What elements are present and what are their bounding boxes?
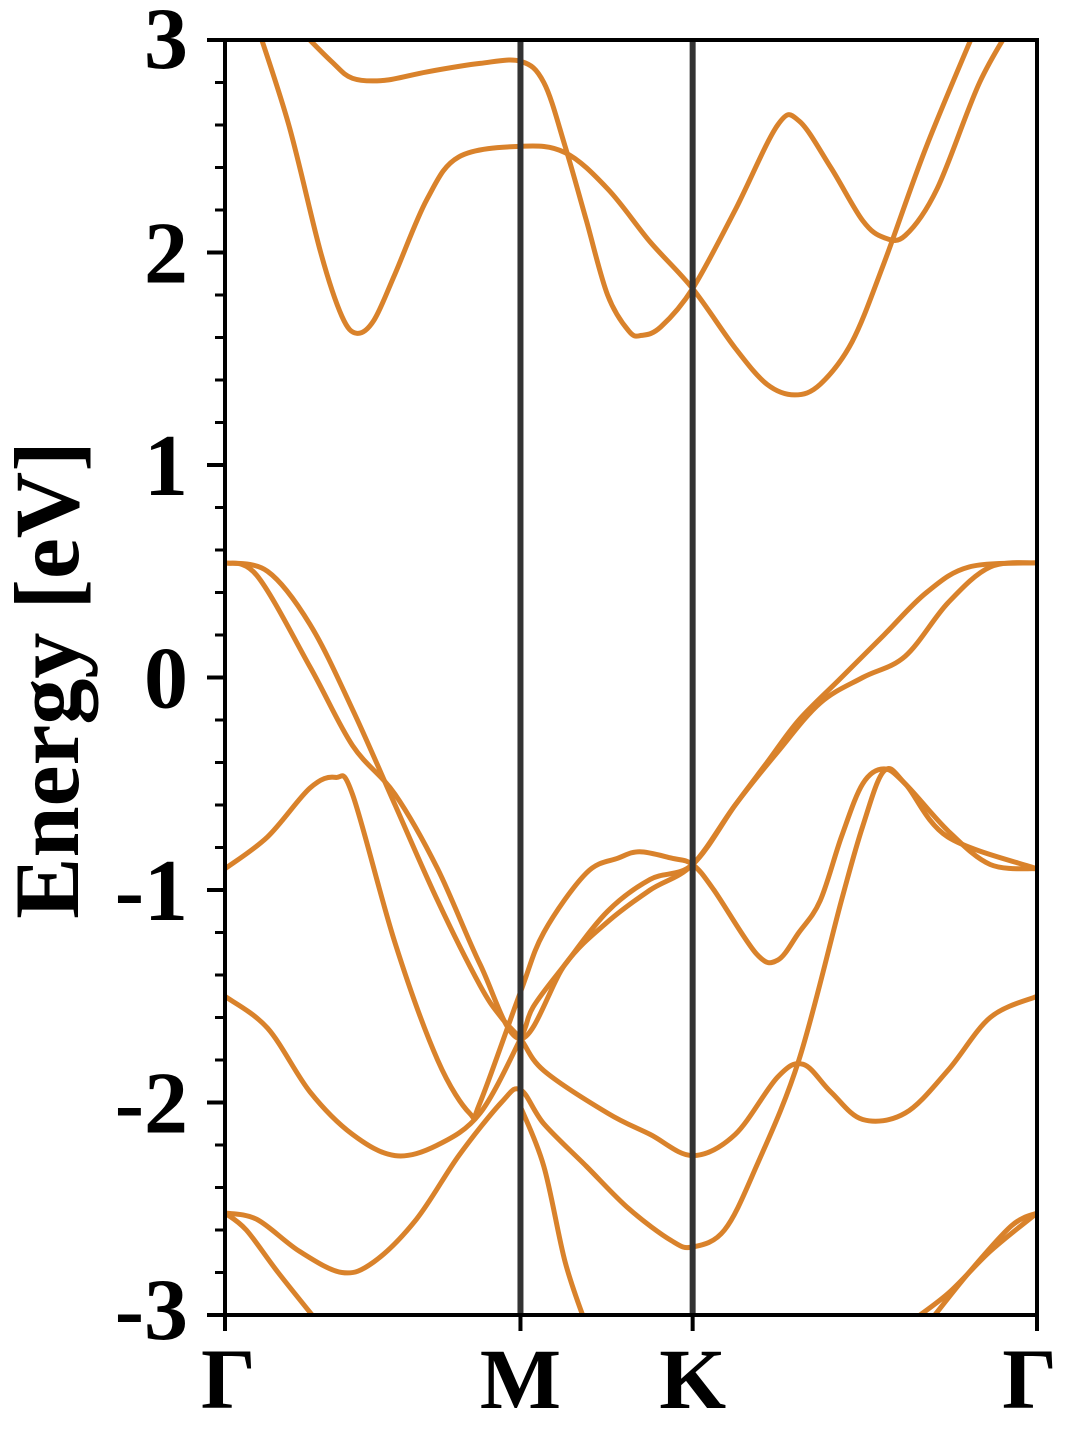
y-tick-label-0: -3 <box>115 1262 188 1359</box>
band-line-8 <box>225 1210 316 1315</box>
x-tick-label-1: M <box>480 1331 561 1427</box>
y-axis-ticks: -3 -2 -1 0 1 2 3 <box>115 0 225 1359</box>
y-tick-label-3: 0 <box>144 631 188 728</box>
kpoint-lines <box>517 40 696 1315</box>
y-tick-label-2: -1 <box>115 843 188 940</box>
y-axis-label: Energy [eV] <box>0 441 98 919</box>
x-tick-label-2: K <box>659 1331 726 1427</box>
band-line-2 <box>306 40 1006 339</box>
band-line-3 <box>225 560 1037 1159</box>
band-line-4 <box>225 560 1037 1042</box>
x-tick-label-0: Γ <box>201 1331 256 1427</box>
y-tick-label-1: -2 <box>115 1056 188 1153</box>
band-line-6 <box>225 560 1037 1159</box>
band-line-5 <box>225 766 1037 1121</box>
band-line-7 <box>225 766 1037 1276</box>
y-tick-label-4: 1 <box>144 418 188 515</box>
bands-group <box>225 40 1037 1315</box>
band-line-1 <box>259 40 974 398</box>
y-tick-label-6: 3 <box>144 0 188 88</box>
x-tick-label-3: Γ <box>1002 1331 1057 1427</box>
band-line-11 <box>931 1210 1037 1315</box>
band-line-9 <box>518 1104 586 1315</box>
y-tick-label-5: 2 <box>144 206 188 303</box>
